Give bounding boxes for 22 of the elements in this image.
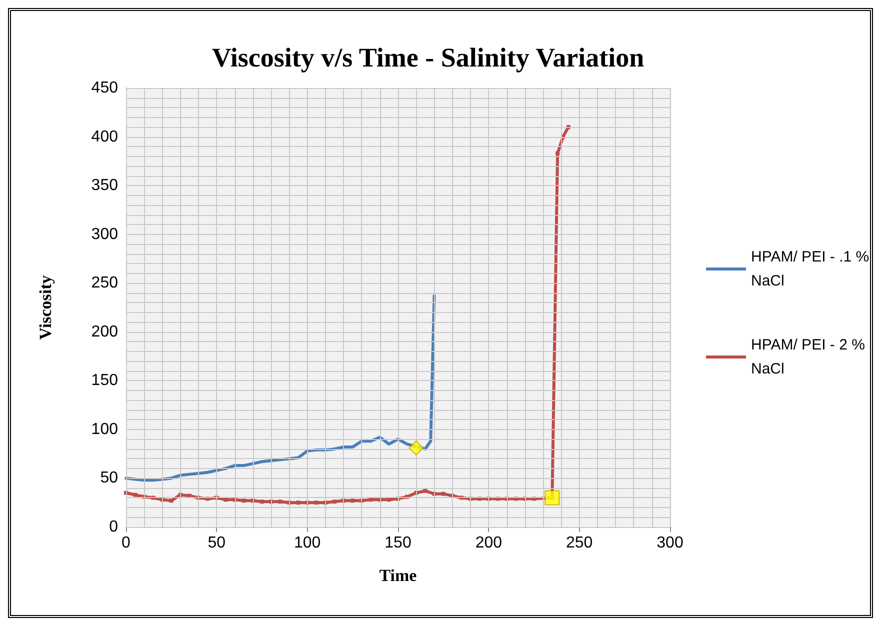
legend-label: HPAM/ PEI - 2 % NaCl — [751, 336, 865, 378]
x-axis-title: Time — [379, 566, 418, 585]
x-tick-label: 300 — [656, 534, 684, 552]
y-axis-title: Viscosity — [36, 274, 55, 340]
chart-title: Viscosity v/s Time - Salinity Variation — [212, 42, 644, 72]
y-tick-label: 250 — [91, 274, 118, 292]
y-tick-label: 300 — [91, 226, 118, 243]
x-tick-label: 250 — [566, 534, 593, 552]
x-tick-label: 100 — [294, 534, 321, 552]
x-tick-label: 0 — [122, 534, 131, 552]
y-tick-label: 400 — [91, 128, 118, 146]
y-tick-label: 350 — [91, 177, 118, 194]
y-tick-label: 0 — [109, 518, 118, 536]
x-tick-label: 200 — [475, 534, 502, 552]
x-tick-label: 50 — [208, 534, 226, 552]
y-tick-label: 50 — [100, 470, 118, 487]
y-tick-label: 150 — [91, 372, 118, 390]
y-tick-label: 450 — [91, 80, 118, 96]
y-tick-label: 200 — [91, 323, 118, 340]
x-tick-label: 150 — [384, 534, 412, 552]
legend-label: HPAM/ PEI - .1 % NaCl — [751, 248, 870, 290]
y-tick-label: 100 — [91, 420, 118, 438]
